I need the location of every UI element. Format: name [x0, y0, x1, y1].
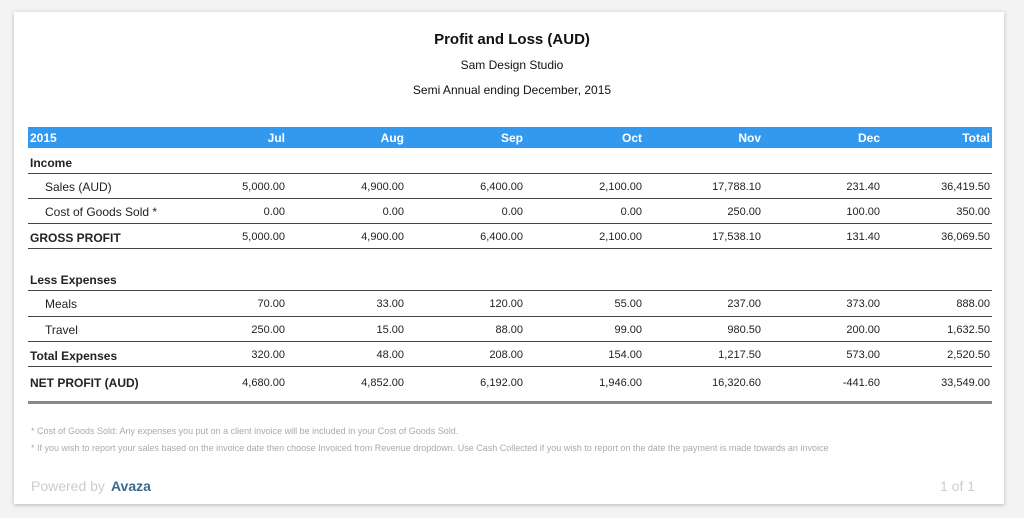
cell: 0.00: [263, 206, 285, 218]
cell: 1,632.50: [947, 324, 990, 336]
row-label: Less Expenses: [30, 273, 117, 287]
table-header: 2015 Jul Aug Sep Oct Nov Dec Total: [28, 127, 992, 148]
cell: 48.00: [376, 349, 404, 361]
column-header: Aug: [380, 131, 404, 145]
row-label: NET PROFIT (AUD): [30, 376, 139, 390]
company-name: Sam Design Studio: [460, 58, 564, 72]
cell: 250.00: [251, 324, 285, 336]
note-cogs: * Cost of Goods Sold: Any expenses you p…: [31, 426, 459, 436]
cell: 373.00: [846, 298, 880, 310]
cell: 888.00: [956, 298, 990, 310]
cell: 0.00: [382, 206, 404, 218]
profit-loss-table: 2015 Jul Aug Sep Oct Nov Dec Total Income Sales (…: [28, 127, 992, 404]
column-header: Jul: [267, 131, 285, 145]
table-row: GROSS PROFIT 5,000.00 4,900.00 6,400.00 2,10…: [28, 224, 992, 249]
table-row: Travel 250.00 15.00 88.00 99.00 980.50 200.00 1…: [28, 317, 992, 342]
row-label: Total Expenses: [30, 349, 118, 363]
cell: 231.40: [846, 181, 880, 193]
powered-by-label: Powered by: [31, 478, 105, 494]
cell: 1,946.00: [599, 377, 642, 389]
cell: 88.00: [495, 324, 523, 336]
table-row: Cost of Goods Sold * 0.00 0.00 0.00 0.00 250.…: [28, 199, 992, 224]
row-label: GROSS PROFIT: [30, 231, 121, 245]
table-row: Sales (AUD) 5,000.00 4,900.00 6,400.00 2,100…: [28, 174, 992, 199]
cell: 6,400.00: [480, 231, 523, 243]
column-header: Total: [962, 131, 990, 145]
cell: 6,400.00: [480, 181, 523, 193]
cell: 120.00: [489, 298, 523, 310]
cell: 980.50: [727, 324, 761, 336]
cell: 0.00: [620, 206, 642, 218]
note-revenue: * If you wish to report your sales based…: [31, 443, 829, 453]
cell: 55.00: [614, 298, 642, 310]
column-header: Dec: [857, 131, 880, 145]
row-label: Cost of Goods Sold *: [45, 205, 158, 219]
cell: 4,900.00: [361, 231, 404, 243]
cell: 237.00: [727, 298, 761, 310]
column-header: 2015: [30, 131, 57, 145]
table-row: NET PROFIT (AUD) 4,680.00 4,852.00 6,192.00…: [28, 367, 992, 404]
row-label: Income: [30, 156, 73, 170]
cell: 131.40: [846, 231, 880, 243]
report-period: Semi Annual ending December, 2015: [412, 83, 612, 97]
cell: 17,788.10: [712, 181, 761, 193]
cell: 2,100.00: [599, 181, 642, 193]
cell: 320.00: [251, 349, 285, 361]
powered-by: Powered by Avaza: [31, 478, 151, 494]
cell: 200.00: [846, 324, 880, 336]
cell: 2,520.50: [947, 349, 990, 361]
table-row: Total Expenses 320.00 48.00 208.00 154.00 1,2…: [28, 342, 992, 367]
report-card: [14, 12, 1004, 504]
cell: 4,900.00: [361, 181, 404, 193]
cell: 15.00: [376, 324, 404, 336]
report-title: Profit and Loss (AUD): [434, 31, 590, 48]
cell: 1,217.50: [718, 349, 761, 361]
cell: 4,852.00: [361, 377, 404, 389]
row-label: Meals: [45, 297, 78, 311]
cell: -441.60: [842, 377, 880, 389]
avaza-logo[interactable]: Avaza: [110, 478, 151, 494]
row-label: Travel: [45, 323, 78, 337]
cell: 0.00: [501, 206, 523, 218]
cell: 2,100.00: [599, 231, 642, 243]
cell: 208.00: [489, 349, 523, 361]
cell: 33,549.00: [941, 377, 990, 389]
cell: 5,000.00: [242, 181, 285, 193]
cell: 33.00: [376, 298, 404, 310]
table-row: Income: [28, 148, 992, 174]
cell: 154.00: [608, 349, 642, 361]
column-header: Sep: [500, 131, 523, 145]
page-indicator: 1 of 1: [940, 478, 976, 494]
cell: 16,320.60: [712, 377, 761, 389]
cell: 6,192.00: [480, 377, 523, 389]
cell: 4,680.00: [242, 377, 285, 389]
cell: 70.00: [257, 298, 285, 310]
cell: 100.00: [846, 206, 880, 218]
cell: 250.00: [727, 206, 761, 218]
column-header: Oct: [621, 131, 642, 145]
cell: 36,069.50: [941, 231, 990, 243]
cell: 350.00: [956, 206, 990, 218]
cell: 5,000.00: [242, 231, 285, 243]
column-header: Nov: [738, 131, 761, 145]
cell: 36,419.50: [941, 181, 990, 193]
row-label: Sales (AUD): [45, 180, 112, 194]
cell: 573.00: [846, 349, 880, 361]
table-row: Meals 70.00 33.00 120.00 55.00 237.00 373.00 88…: [28, 291, 992, 317]
cell: 99.00: [614, 324, 642, 336]
table-row: Less Expenses: [28, 249, 992, 291]
cell: 17,538.10: [712, 231, 761, 243]
